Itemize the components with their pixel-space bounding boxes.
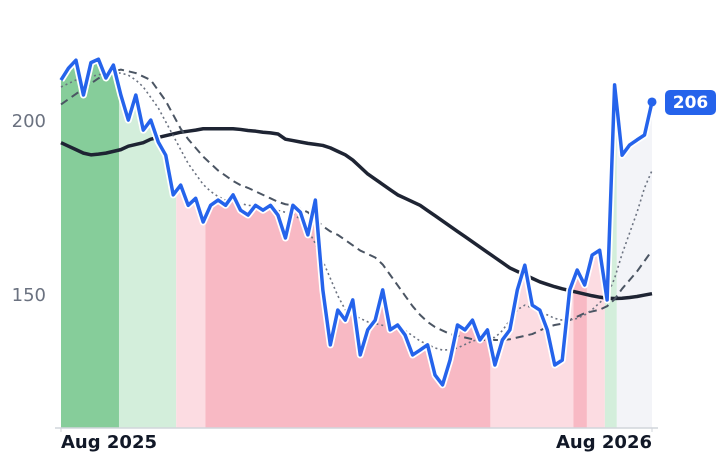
regime-area [616, 101, 652, 428]
y-tick-label: 150 [12, 285, 46, 306]
x-tick-label: Aug 2025 [61, 432, 157, 453]
last-point [647, 97, 657, 107]
y-tick-label: 200 [12, 111, 46, 132]
regime-area [205, 194, 491, 428]
x-tick-label: Aug 2026 [556, 432, 652, 453]
price-line [59, 57, 654, 387]
regime-area [573, 270, 587, 428]
regime-area [176, 185, 206, 428]
last-value-label: 206 [673, 93, 709, 113]
regime-area [61, 59, 119, 428]
last-value-badge [665, 89, 716, 115]
regime-area [490, 265, 574, 428]
regime-area [118, 87, 177, 428]
moving-average-line [60, 68, 653, 341]
